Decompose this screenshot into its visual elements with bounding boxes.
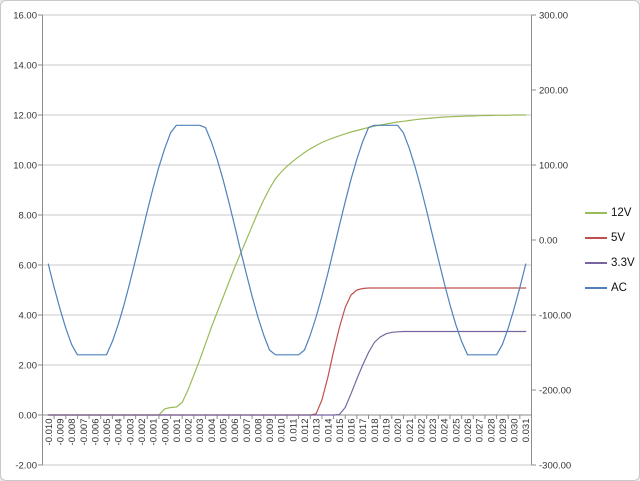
x-axis-label: 0.017 bbox=[358, 419, 369, 443]
x-axis-label: 0.027 bbox=[475, 419, 486, 443]
right-axis-label: 200.00 bbox=[539, 86, 568, 97]
x-axis-label: 0.001 bbox=[172, 419, 183, 443]
x-axis-label: -0.007 bbox=[79, 419, 90, 446]
x-axis-label: 0.007 bbox=[242, 419, 253, 443]
chart-legend: 12V 5V 3.3V AC bbox=[585, 200, 635, 300]
right-axis-label: -300.00 bbox=[539, 461, 571, 472]
x-axis-label: 0.030 bbox=[510, 419, 521, 443]
x-axis-label: 0.021 bbox=[405, 419, 416, 443]
left-axis-label: 12.00 bbox=[13, 111, 37, 122]
right-axis-label: -100.00 bbox=[539, 311, 571, 322]
left-axis-label: 8.00 bbox=[19, 211, 38, 222]
x-axis-label: 0.024 bbox=[440, 419, 451, 443]
legend-label: 3.3V bbox=[611, 256, 635, 269]
x-axis-label: -0.000 bbox=[160, 419, 171, 446]
x-axis-label: 0.028 bbox=[486, 419, 497, 443]
left-axis-label: 14.00 bbox=[13, 61, 37, 72]
series-3.3v-line bbox=[47, 330, 527, 416]
legend-item-5v: 5V bbox=[585, 225, 635, 250]
x-axis-label: 0.026 bbox=[463, 419, 474, 443]
right-axis-label: 300.00 bbox=[539, 11, 568, 22]
x-axis-label: 0.016 bbox=[347, 419, 358, 443]
left-axis-label: 2.00 bbox=[19, 361, 38, 372]
x-axis-label: 0.022 bbox=[416, 419, 427, 443]
x-axis-label: -0.009 bbox=[55, 419, 66, 446]
x-axis-label: 0.020 bbox=[393, 419, 404, 443]
left-axis-label: 0.00 bbox=[19, 411, 38, 422]
x-axis-label: 0.014 bbox=[323, 419, 334, 443]
x-axis-label: 0.006 bbox=[230, 419, 241, 443]
legend-label: 12V bbox=[611, 206, 632, 219]
x-axis-label: 0.002 bbox=[184, 419, 195, 443]
x-axis-label: 0.009 bbox=[265, 419, 276, 443]
x-axis-label: -0.010 bbox=[44, 419, 55, 446]
x-axis-label: 0.010 bbox=[277, 419, 288, 443]
left-axis-label: 16.00 bbox=[13, 11, 37, 22]
legend-swatch-ac bbox=[585, 286, 607, 289]
x-axis-label: -0.002 bbox=[137, 419, 148, 446]
legend-item-3.3v: 3.3V bbox=[585, 250, 635, 275]
right-axis-label: 0.00 bbox=[539, 236, 558, 247]
left-axis-label: 6.00 bbox=[19, 261, 38, 272]
x-axis-label: 0.029 bbox=[498, 419, 509, 443]
x-axis-label: 0.015 bbox=[335, 419, 346, 443]
right-axis-label: -200.00 bbox=[539, 386, 571, 397]
x-axis-label: 0.003 bbox=[195, 419, 206, 443]
x-axis-label: -0.003 bbox=[125, 419, 136, 446]
left-axis-label: 4.00 bbox=[19, 311, 38, 322]
left-axis-label: -2.00 bbox=[15, 461, 37, 472]
x-axis-label: 0.008 bbox=[253, 419, 264, 443]
legend-label: 5V bbox=[611, 231, 626, 244]
x-axis-label: 0.011 bbox=[288, 419, 299, 442]
x-axis-label: -0.005 bbox=[102, 419, 113, 446]
legend-item-12v: 12V bbox=[585, 200, 635, 225]
legend-swatch-12v bbox=[585, 211, 607, 214]
legend-swatch-5v bbox=[585, 236, 607, 239]
right-axis-label: 100.00 bbox=[539, 161, 568, 172]
x-axis-label: 0.005 bbox=[218, 419, 229, 443]
x-axis-label: -0.001 bbox=[149, 419, 160, 446]
x-axis-label: 0.018 bbox=[370, 419, 381, 443]
legend-item-ac: AC bbox=[585, 275, 635, 300]
left-axis-label: 10.00 bbox=[13, 161, 37, 172]
series-5v-line bbox=[47, 287, 527, 416]
x-axis-label: 0.012 bbox=[300, 419, 311, 443]
x-axis-label: 0.013 bbox=[312, 419, 323, 443]
x-axis-label: 0.023 bbox=[428, 419, 439, 443]
x-axis-label: 0.019 bbox=[381, 419, 392, 443]
x-axis-label: -0.008 bbox=[67, 419, 78, 446]
x-axis-label: -0.004 bbox=[114, 419, 125, 446]
series-ac-line bbox=[47, 124, 527, 356]
x-axis-label: -0.006 bbox=[90, 419, 101, 446]
x-axis-label: 0.031 bbox=[521, 419, 532, 443]
x-axis-label: 0.004 bbox=[207, 419, 218, 443]
legend-swatch-3.3v bbox=[585, 261, 607, 264]
x-axis-label: 0.025 bbox=[451, 419, 462, 443]
legend-label: AC bbox=[611, 281, 627, 294]
